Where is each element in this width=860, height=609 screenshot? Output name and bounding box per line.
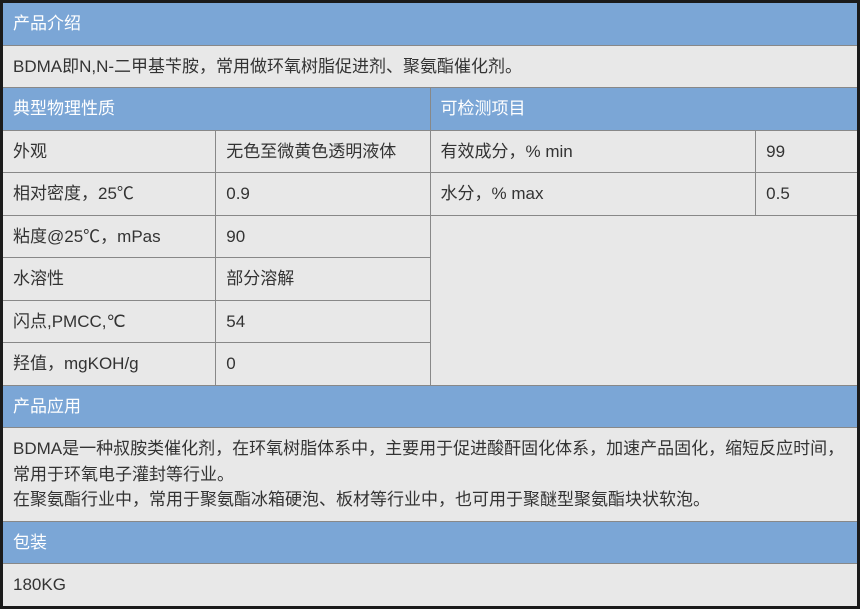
- phys-value: 0: [216, 343, 430, 386]
- table-row: 粘度@25℃，mPas 90: [2, 215, 859, 258]
- phys-value: 0.9: [216, 173, 430, 216]
- phys-value: 无色至微黄色透明液体: [216, 130, 430, 173]
- phys-value: 部分溶解: [216, 258, 430, 301]
- intro-text: BDMA即N,N-二甲基苄胺，常用做环氧树脂促进剂、聚氨酯催化剂。: [2, 45, 859, 88]
- empty-cell: [430, 215, 859, 385]
- section-header-phys: 典型物理性质: [2, 88, 431, 131]
- table-row: 包装: [2, 521, 859, 564]
- section-header-test: 可检测项目: [430, 88, 859, 131]
- section-header-app: 产品应用: [2, 385, 859, 428]
- product-spec-table: 产品介绍 BDMA即N,N-二甲基苄胺，常用做环氧树脂促进剂、聚氨酯催化剂。 典…: [0, 0, 860, 609]
- phys-label: 闪点,PMCC,℃: [2, 300, 216, 343]
- phys-label: 羟值，mgKOH/g: [2, 343, 216, 386]
- table-row: BDMA是一种叔胺类催化剂，在环氧树脂体系中，主要用于促进酸酐固化体系，加速产品…: [2, 428, 859, 522]
- table-row: 180KG: [2, 564, 859, 608]
- app-text: BDMA是一种叔胺类催化剂，在环氧树脂体系中，主要用于促进酸酐固化体系，加速产品…: [2, 428, 859, 522]
- table-row: 产品应用: [2, 385, 859, 428]
- phys-value: 54: [216, 300, 430, 343]
- phys-value: 90: [216, 215, 430, 258]
- table-row: 相对密度，25℃ 0.9 水分，% max 0.5: [2, 173, 859, 216]
- pack-text: 180KG: [2, 564, 859, 608]
- section-header-pack: 包装: [2, 521, 859, 564]
- table-row: BDMA即N,N-二甲基苄胺，常用做环氧树脂促进剂、聚氨酯催化剂。: [2, 45, 859, 88]
- test-label: 水分，% max: [430, 173, 756, 216]
- table-row: 典型物理性质 可检测项目: [2, 88, 859, 131]
- table-row: 产品介绍: [2, 2, 859, 46]
- test-value: 99: [756, 130, 859, 173]
- phys-label: 相对密度，25℃: [2, 173, 216, 216]
- table-row: 外观 无色至微黄色透明液体 有效成分，% min 99: [2, 130, 859, 173]
- phys-label: 粘度@25℃，mPas: [2, 215, 216, 258]
- test-label: 有效成分，% min: [430, 130, 756, 173]
- phys-label: 外观: [2, 130, 216, 173]
- test-value: 0.5: [756, 173, 859, 216]
- phys-label: 水溶性: [2, 258, 216, 301]
- section-header-intro: 产品介绍: [2, 2, 859, 46]
